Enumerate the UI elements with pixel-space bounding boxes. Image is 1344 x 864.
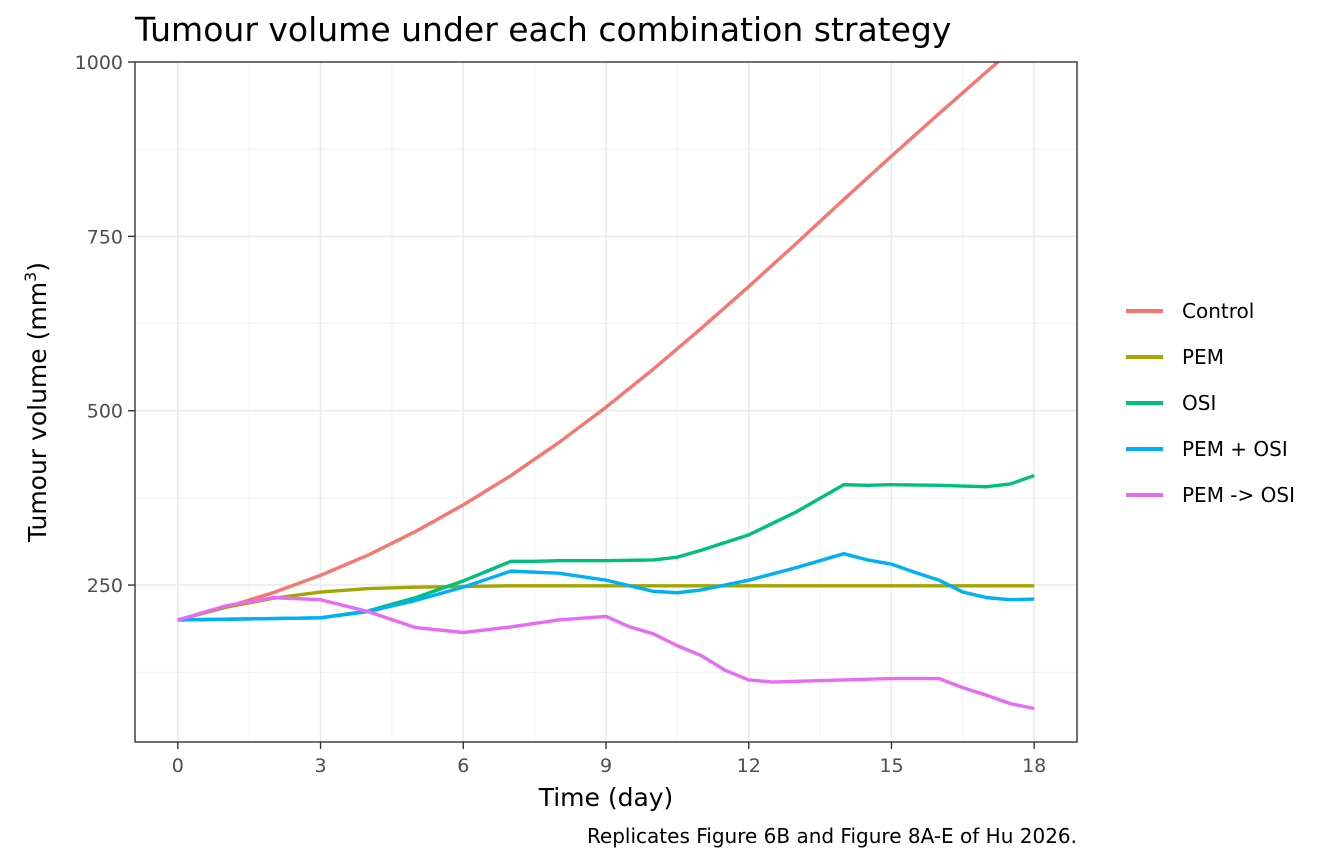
series-lines: [177, 62, 1035, 711]
grid: [135, 62, 1077, 742]
y-tick-label: 750: [87, 226, 123, 248]
legend-label-3: PEM + OSI: [1182, 437, 1288, 461]
axes: 0 3 6 9 12 15 18 250 500 750 1000: [75, 52, 1047, 777]
chart-caption: Replicates Figure 6B and Figure 8A-E of …: [587, 824, 1077, 848]
y-axis-title: Tumour volume (mm3): [21, 262, 52, 543]
legend-label-2: OSI: [1182, 391, 1216, 415]
y-axis-title-suffix: ): [23, 262, 52, 272]
x-tick-label: 12: [737, 755, 761, 777]
y-axis-title-main: Tumour volume (mm: [23, 282, 52, 543]
chart-title: Tumour volume under each combination str…: [134, 10, 951, 49]
y-tick-label: 250: [87, 575, 123, 597]
series-line-3: [177, 551, 1035, 622]
y-tick-label: 500: [87, 401, 123, 423]
x-tick-label: 6: [457, 755, 469, 777]
x-tick-label: 9: [600, 755, 612, 777]
y-tick-label: 1000: [75, 52, 123, 74]
legend-label-0: Control: [1182, 299, 1254, 323]
x-axis-title: Time (day): [538, 783, 674, 812]
x-tick-label: 0: [172, 755, 184, 777]
x-tick-label: 15: [879, 755, 903, 777]
legend: Control PEM OSI PEM + OSI PEM -> OSI: [1126, 299, 1295, 507]
series-line-4: [177, 595, 1035, 711]
legend-label-1: PEM: [1182, 345, 1224, 369]
x-tick-label: 18: [1022, 755, 1046, 777]
x-tick-label: 3: [314, 755, 326, 777]
series-line-1: [177, 584, 1035, 622]
series-line-0: [177, 62, 1001, 622]
y-axis-title-superscript: 3: [21, 272, 40, 282]
legend-label-4: PEM -> OSI: [1182, 483, 1295, 507]
